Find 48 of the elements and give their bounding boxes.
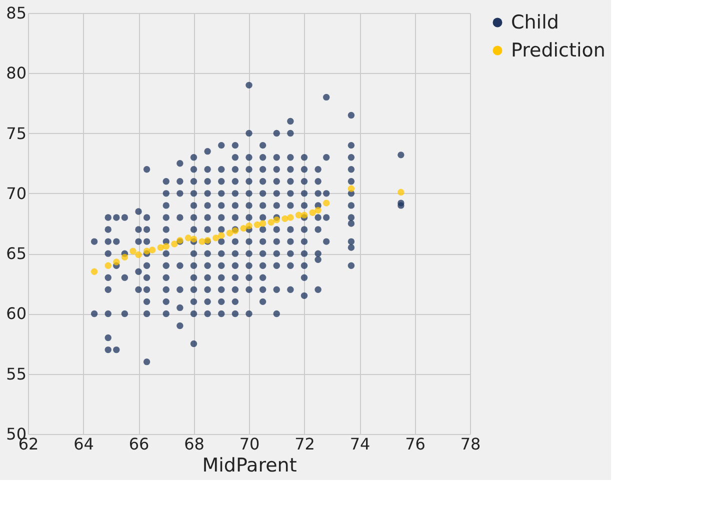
point — [135, 251, 142, 258]
y-tick-label: 60 — [6, 304, 26, 324]
point — [113, 258, 120, 266]
x-axis-title: MidParent — [202, 454, 297, 476]
legend-label: Prediction — [511, 40, 606, 62]
point — [104, 262, 112, 269]
y-tick-label: 55 — [6, 364, 26, 384]
x-tick-label: 74 — [350, 434, 370, 454]
point — [212, 234, 220, 242]
point — [348, 185, 355, 192]
point — [198, 238, 206, 245]
point — [157, 244, 164, 251]
x-tick-label: 64 — [74, 434, 94, 454]
point — [184, 234, 192, 242]
y-tick-label: 80 — [6, 64, 26, 83]
y-tick-label: 70 — [6, 184, 26, 203]
x-tick-label: 76 — [405, 434, 426, 454]
point — [300, 212, 308, 218]
point — [90, 268, 98, 275]
y-tick-label: 85 — [6, 4, 26, 22]
point — [218, 232, 225, 239]
x-tick-label: 70 — [239, 434, 260, 454]
point — [254, 221, 261, 228]
point — [268, 218, 274, 226]
point — [148, 246, 156, 254]
legend-label: Child — [511, 12, 559, 34]
point — [259, 220, 266, 227]
point — [322, 200, 330, 206]
y-tick-label: 75 — [6, 124, 26, 143]
x-tick-label: 72 — [294, 434, 315, 454]
point — [190, 236, 198, 242]
point — [273, 216, 280, 224]
point — [240, 224, 247, 232]
point — [246, 222, 252, 230]
point — [130, 248, 136, 255]
point — [226, 230, 234, 236]
point — [287, 214, 294, 221]
x-tick-label: 66 — [128, 434, 150, 454]
x-tick-label: 78 — [460, 434, 481, 454]
point — [314, 206, 322, 214]
point — [171, 240, 178, 248]
x-tick-label: 68 — [184, 434, 204, 454]
point — [309, 209, 316, 216]
point — [121, 254, 128, 261]
point — [398, 188, 404, 196]
point — [162, 243, 170, 250]
y-tick-label: 65 — [6, 244, 26, 264]
point — [143, 248, 150, 255]
